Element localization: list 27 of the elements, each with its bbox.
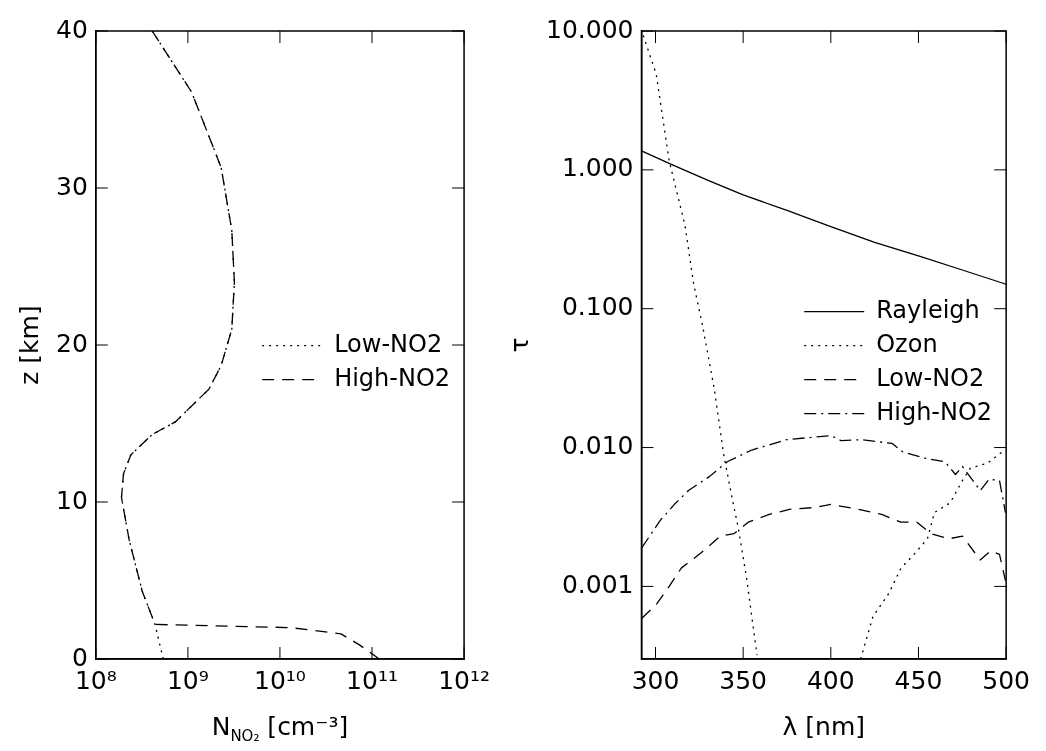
y-tick-label: 30 <box>56 171 88 201</box>
x-tick-label: 10¹⁰ <box>254 665 306 695</box>
x-axis-title: λ [nm] <box>782 712 866 741</box>
x-tick-label: 350 <box>719 665 768 695</box>
y-tick-label: 1.000 <box>561 153 634 183</box>
y-axis-title: τ <box>505 337 534 353</box>
legend-label: Rayleigh <box>876 295 980 324</box>
x-tick-label: 10⁹ <box>166 665 209 695</box>
legend-label: Ozon <box>876 329 938 358</box>
legend-label: High-NO2 <box>876 397 993 426</box>
y-tick-label: 40 <box>56 14 88 44</box>
x-tick-label: 300 <box>631 665 680 695</box>
y-tick-label: 0.100 <box>561 292 634 322</box>
y-tick-label: 10.000 <box>545 14 634 44</box>
y-axis-title: z [km] <box>15 305 44 385</box>
legend-label: High-NO2 <box>334 363 451 392</box>
x-tick-label: 10¹¹ <box>346 665 398 695</box>
x-tick-label: 400 <box>806 665 855 695</box>
y-tick-label: 0.010 <box>561 431 634 461</box>
y-tick-label: 0.001 <box>561 569 634 599</box>
x-tick-label: 500 <box>982 665 1030 695</box>
x-tick-label: 10¹² <box>438 665 490 695</box>
y-tick-label: 20 <box>56 328 88 358</box>
y-tick-label: 10 <box>56 485 88 515</box>
legend-label: Low-NO2 <box>876 363 985 392</box>
x-tick-label: 450 <box>894 665 943 695</box>
legend-label: Low-NO2 <box>334 329 443 358</box>
